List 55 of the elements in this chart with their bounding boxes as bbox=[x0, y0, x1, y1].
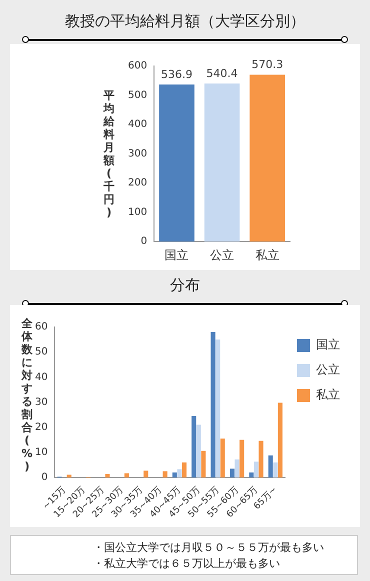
y-tick-label: 300 bbox=[128, 148, 148, 160]
bar bbox=[159, 84, 194, 242]
text: ・国公立大学では月収５０～５５万が最も多い bbox=[93, 540, 325, 556]
bar bbox=[268, 455, 273, 478]
bar bbox=[124, 473, 129, 478]
bar bbox=[172, 472, 177, 478]
bar bbox=[250, 74, 286, 242]
bar bbox=[234, 459, 240, 478]
bar bbox=[220, 438, 225, 478]
bar bbox=[278, 402, 282, 478]
bar bbox=[144, 470, 148, 478]
y-tick-label: 400 bbox=[128, 119, 148, 130]
bar bbox=[162, 471, 168, 478]
bar bbox=[192, 416, 196, 478]
y-tick-label: 100 bbox=[128, 206, 148, 218]
y-tick-label: 50 bbox=[34, 346, 48, 358]
chart-title: 分布 bbox=[169, 276, 201, 295]
y-tick-label: 500 bbox=[128, 90, 148, 101]
x-tick-label: 国立 bbox=[164, 248, 189, 262]
y-tick-label: 30 bbox=[34, 396, 48, 408]
bar bbox=[177, 469, 182, 478]
bar bbox=[258, 440, 264, 478]
chart-title: 教授の平均給料月額（大学区分別） bbox=[64, 12, 306, 31]
data-label: 570.3 bbox=[252, 58, 284, 72]
bar bbox=[216, 340, 220, 478]
x-tick-label: 私立 bbox=[255, 248, 280, 262]
y-tick-label: 200 bbox=[128, 178, 148, 189]
y-tick-label: 40 bbox=[34, 372, 48, 383]
bar bbox=[204, 83, 240, 242]
y-tick-label: 0 bbox=[41, 472, 48, 484]
bar bbox=[66, 474, 72, 478]
y-tick-label: 10 bbox=[34, 446, 48, 458]
bar bbox=[182, 462, 187, 478]
legend-label: 公立 bbox=[316, 362, 340, 377]
bar bbox=[230, 468, 235, 478]
data-label: 540.4 bbox=[206, 66, 238, 80]
text: ・私立大学では６５万以上が最も多い bbox=[93, 556, 281, 572]
bar bbox=[196, 424, 201, 478]
bar bbox=[105, 474, 110, 478]
bar bbox=[249, 472, 254, 478]
y-tick-label: 0 bbox=[140, 236, 148, 248]
legend-label: 国立 bbox=[316, 338, 340, 352]
y-tick-label: 20 bbox=[34, 422, 48, 433]
y-tick-label: 600 bbox=[128, 60, 148, 72]
x-tick-label: 公立 bbox=[210, 248, 234, 262]
bar bbox=[210, 332, 216, 478]
bar bbox=[273, 462, 278, 478]
text: 平均給料月額(千円) bbox=[104, 89, 114, 219]
legend-label: 私立 bbox=[316, 388, 340, 402]
bar bbox=[240, 440, 244, 478]
bar bbox=[254, 462, 258, 478]
bar bbox=[201, 450, 206, 478]
y-tick-label: 60 bbox=[34, 322, 48, 333]
data-label: 536.9 bbox=[160, 68, 192, 81]
text: 全体数に対する割合(%) bbox=[21, 317, 33, 473]
